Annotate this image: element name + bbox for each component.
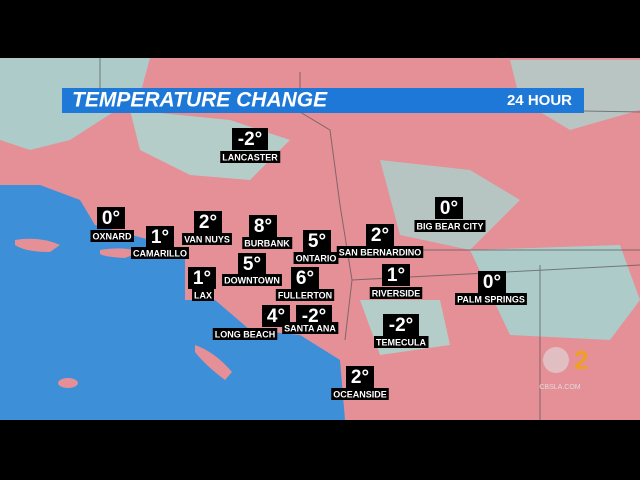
city-name-background (182, 233, 232, 245)
logo-text: CBSLA.COM (539, 384, 580, 391)
temp-box (383, 314, 419, 336)
temp-box (188, 267, 216, 289)
city-name-background (220, 151, 281, 163)
temp-value: 1° (387, 265, 405, 286)
subtitle: 24 HOUR (507, 92, 572, 109)
city-name: ONTARIO (296, 253, 337, 263)
temp-box (346, 366, 374, 388)
title-bar: TEMPERATURE CHANGE 24 HOUR (62, 88, 584, 113)
temp-value: 2° (199, 212, 217, 233)
temp-value: 1° (151, 227, 169, 248)
city-name: OXNARD (92, 231, 132, 241)
temp-box (382, 264, 410, 286)
temp-value: -2° (389, 315, 414, 336)
city-name-background (455, 293, 527, 305)
city-name: TEMECULA (376, 337, 426, 347)
city-name: VAN NUYS (184, 234, 230, 244)
city-name-background (293, 252, 339, 264)
temp-box (478, 271, 506, 293)
city-name-background (374, 336, 429, 348)
temp-value: 4° (267, 306, 285, 327)
city-name-background (414, 220, 486, 232)
city-name-background (212, 328, 278, 340)
city-name-background (90, 230, 134, 242)
temp-value: 0° (440, 198, 458, 219)
title-background (62, 88, 584, 113)
temp-box (296, 305, 332, 327)
city-name: SAN BERNARDINO (339, 247, 422, 257)
temp-box (146, 226, 174, 248)
temp-value: -2° (238, 129, 263, 150)
logo-number: 2 (574, 345, 588, 375)
city-name: BURBANK (244, 238, 290, 248)
temp-box (435, 197, 463, 219)
temp-box (366, 224, 394, 246)
city-name-background (131, 247, 189, 259)
temp-box (303, 230, 331, 252)
city-name: BIG BEAR CITY (416, 221, 483, 231)
city-name: RIVERSIDE (372, 288, 421, 298)
temp-value: -2° (302, 306, 327, 327)
city-name: CAMARILLO (133, 248, 187, 258)
temp-value: 0° (102, 208, 120, 229)
city-name: PALM SPRINGS (457, 294, 525, 304)
city-name-background (331, 388, 389, 400)
city-name-background (275, 289, 335, 301)
city-name: LONG BEACH (215, 329, 276, 339)
temp-box (97, 207, 125, 229)
city-name: LANCASTER (222, 152, 278, 162)
title: TEMPERATURE CHANGE (72, 89, 328, 112)
temp-value: 0° (483, 272, 501, 293)
temp-box (291, 267, 319, 289)
temp-box (262, 305, 290, 327)
temp-box (249, 215, 277, 237)
temp-box (194, 211, 222, 233)
city-name: FULLERTON (278, 290, 332, 300)
city-name-background (192, 289, 214, 301)
temp-box (238, 253, 266, 275)
city-name: DOWNTOWN (224, 275, 280, 285)
temp-value: 2° (371, 225, 389, 246)
city-name-background (336, 246, 424, 258)
city-name: OCEANSIDE (333, 389, 387, 399)
city-name-background (282, 322, 339, 334)
temp-value: 5° (308, 231, 326, 252)
temp-box (232, 128, 268, 150)
city-name-background (222, 274, 282, 286)
temp-value: 1° (193, 268, 211, 289)
city-name: LAX (194, 290, 212, 300)
city-name-background (242, 237, 293, 249)
temp-value: 6° (296, 268, 314, 289)
temp-value: 2° (351, 367, 369, 388)
city-name: SANTA ANA (284, 323, 336, 333)
temp-value: 5° (243, 254, 261, 275)
temp-value: 8° (254, 216, 272, 237)
city-name-background (369, 287, 423, 299)
logo: 2 CBSLA.COM (539, 345, 588, 391)
